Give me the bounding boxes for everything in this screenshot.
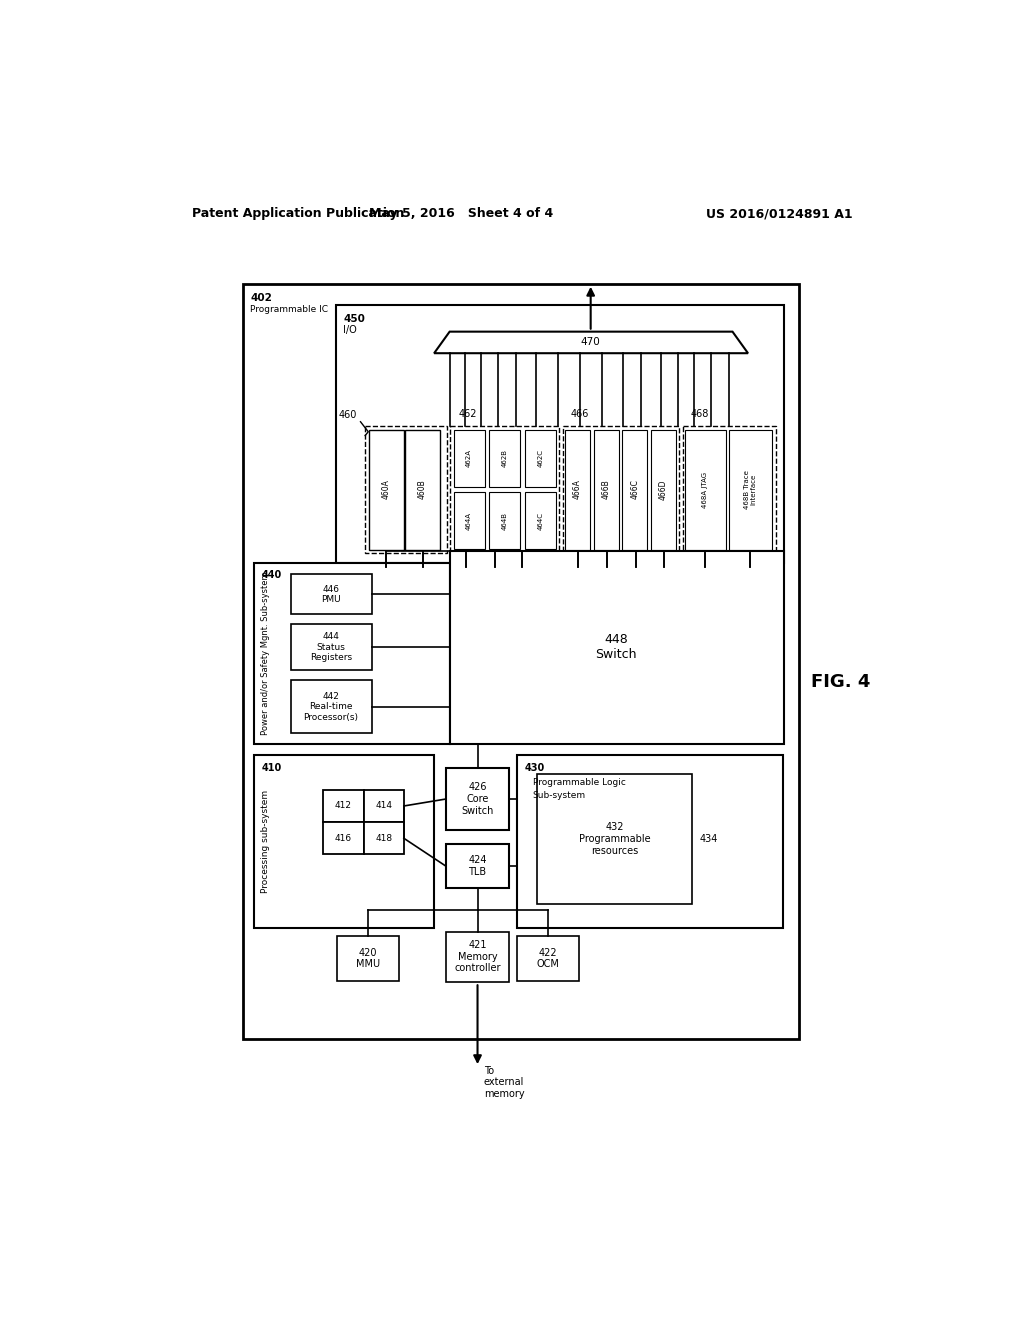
Text: 450: 450 [343,314,366,323]
Text: 420
MMU: 420 MMU [356,948,380,969]
Text: 421
Memory
controller: 421 Memory controller [455,940,501,973]
Bar [254,755,434,928]
Text: May 5, 2016   Sheet 4 of 4: May 5, 2016 Sheet 4 of 4 [369,207,553,220]
Bar [489,492,520,549]
Text: 426
Core
Switch: 426 Core Switch [462,783,494,816]
Bar [538,775,692,904]
Text: 462A: 462A [466,449,472,467]
Text: Programmable Logic: Programmable Logic [532,779,626,787]
Text: 444
Status
Registers: 444 Status Registers [310,632,352,663]
Text: 434: 434 [700,834,718,843]
Text: 424
TLB: 424 TLB [468,855,486,876]
Bar [451,426,559,553]
Bar [324,789,364,822]
Text: 402: 402 [251,293,272,304]
Text: 464C: 464C [538,512,544,531]
Text: 430: 430 [524,763,545,772]
Text: Sub-system: Sub-system [532,791,586,800]
Bar [524,430,556,487]
Bar [336,305,783,562]
Bar [685,430,726,549]
Text: 414: 414 [375,801,392,810]
Bar [364,822,403,854]
Text: 440: 440 [262,570,283,581]
Bar [683,426,776,553]
Bar [524,492,556,549]
Bar [445,932,509,982]
Text: US 2016/0124891 A1: US 2016/0124891 A1 [706,207,852,220]
Bar [594,430,618,549]
Bar [243,284,799,1039]
Bar [563,426,679,553]
Bar [445,843,509,888]
Text: 462: 462 [458,409,476,418]
Text: Programmable IC: Programmable IC [251,305,329,314]
Bar [445,768,509,830]
Bar [291,574,372,614]
Bar [364,789,403,822]
Text: 418: 418 [375,834,392,842]
Bar [369,430,403,549]
Text: Processing sub-system: Processing sub-system [261,789,270,892]
Bar [651,430,676,549]
Text: 470: 470 [581,338,600,347]
Bar [517,755,783,928]
Text: 446
PMU: 446 PMU [322,585,341,605]
Text: 466D: 466D [659,479,668,500]
Text: 466A: 466A [573,479,582,499]
Text: Patent Application Publication: Patent Application Publication [191,207,403,220]
Text: I/O: I/O [343,325,357,335]
Bar [406,430,440,549]
Text: 466B: 466B [602,479,610,499]
Bar [366,426,446,553]
Bar [489,430,520,487]
Text: 462C: 462C [538,449,544,467]
Bar [729,430,772,549]
Bar [324,822,364,854]
Bar [454,492,484,549]
Bar [337,936,399,981]
Text: FIG. 4: FIG. 4 [811,673,870,690]
Text: 462B: 462B [502,449,508,467]
Bar [454,430,484,487]
Text: 432
Programmable
resources: 432 Programmable resources [579,822,650,855]
Text: 422
OCM: 422 OCM [537,948,559,969]
Text: To
external
memory: To external memory [483,1065,524,1100]
Text: 464A: 464A [466,512,472,531]
Bar [565,430,590,549]
Text: 412: 412 [335,801,352,810]
Bar [291,681,372,733]
Bar [254,562,450,743]
Polygon shape [434,331,748,354]
Text: 466: 466 [570,409,589,418]
Text: 448
Switch: 448 Switch [596,634,637,661]
Text: 416: 416 [335,834,352,842]
Text: 460A: 460A [382,479,390,499]
Text: 468A JTAG: 468A JTAG [702,471,709,508]
Text: 468: 468 [690,409,709,418]
Text: 464B: 464B [502,512,508,531]
Text: 410: 410 [262,763,283,772]
Bar [517,936,579,981]
Text: 468B Trace
Interface: 468B Trace Interface [743,470,757,510]
Bar [291,624,372,671]
Text: 460: 460 [338,411,356,420]
Text: 460B: 460B [418,479,427,499]
Text: 442
Real-time
Processor(s): 442 Real-time Processor(s) [303,692,358,722]
Text: Power and/or Safety Mgnt. Sub-system: Power and/or Safety Mgnt. Sub-system [261,572,270,734]
Bar [623,430,647,549]
Text: 466C: 466C [631,479,639,499]
Bar [450,552,783,743]
